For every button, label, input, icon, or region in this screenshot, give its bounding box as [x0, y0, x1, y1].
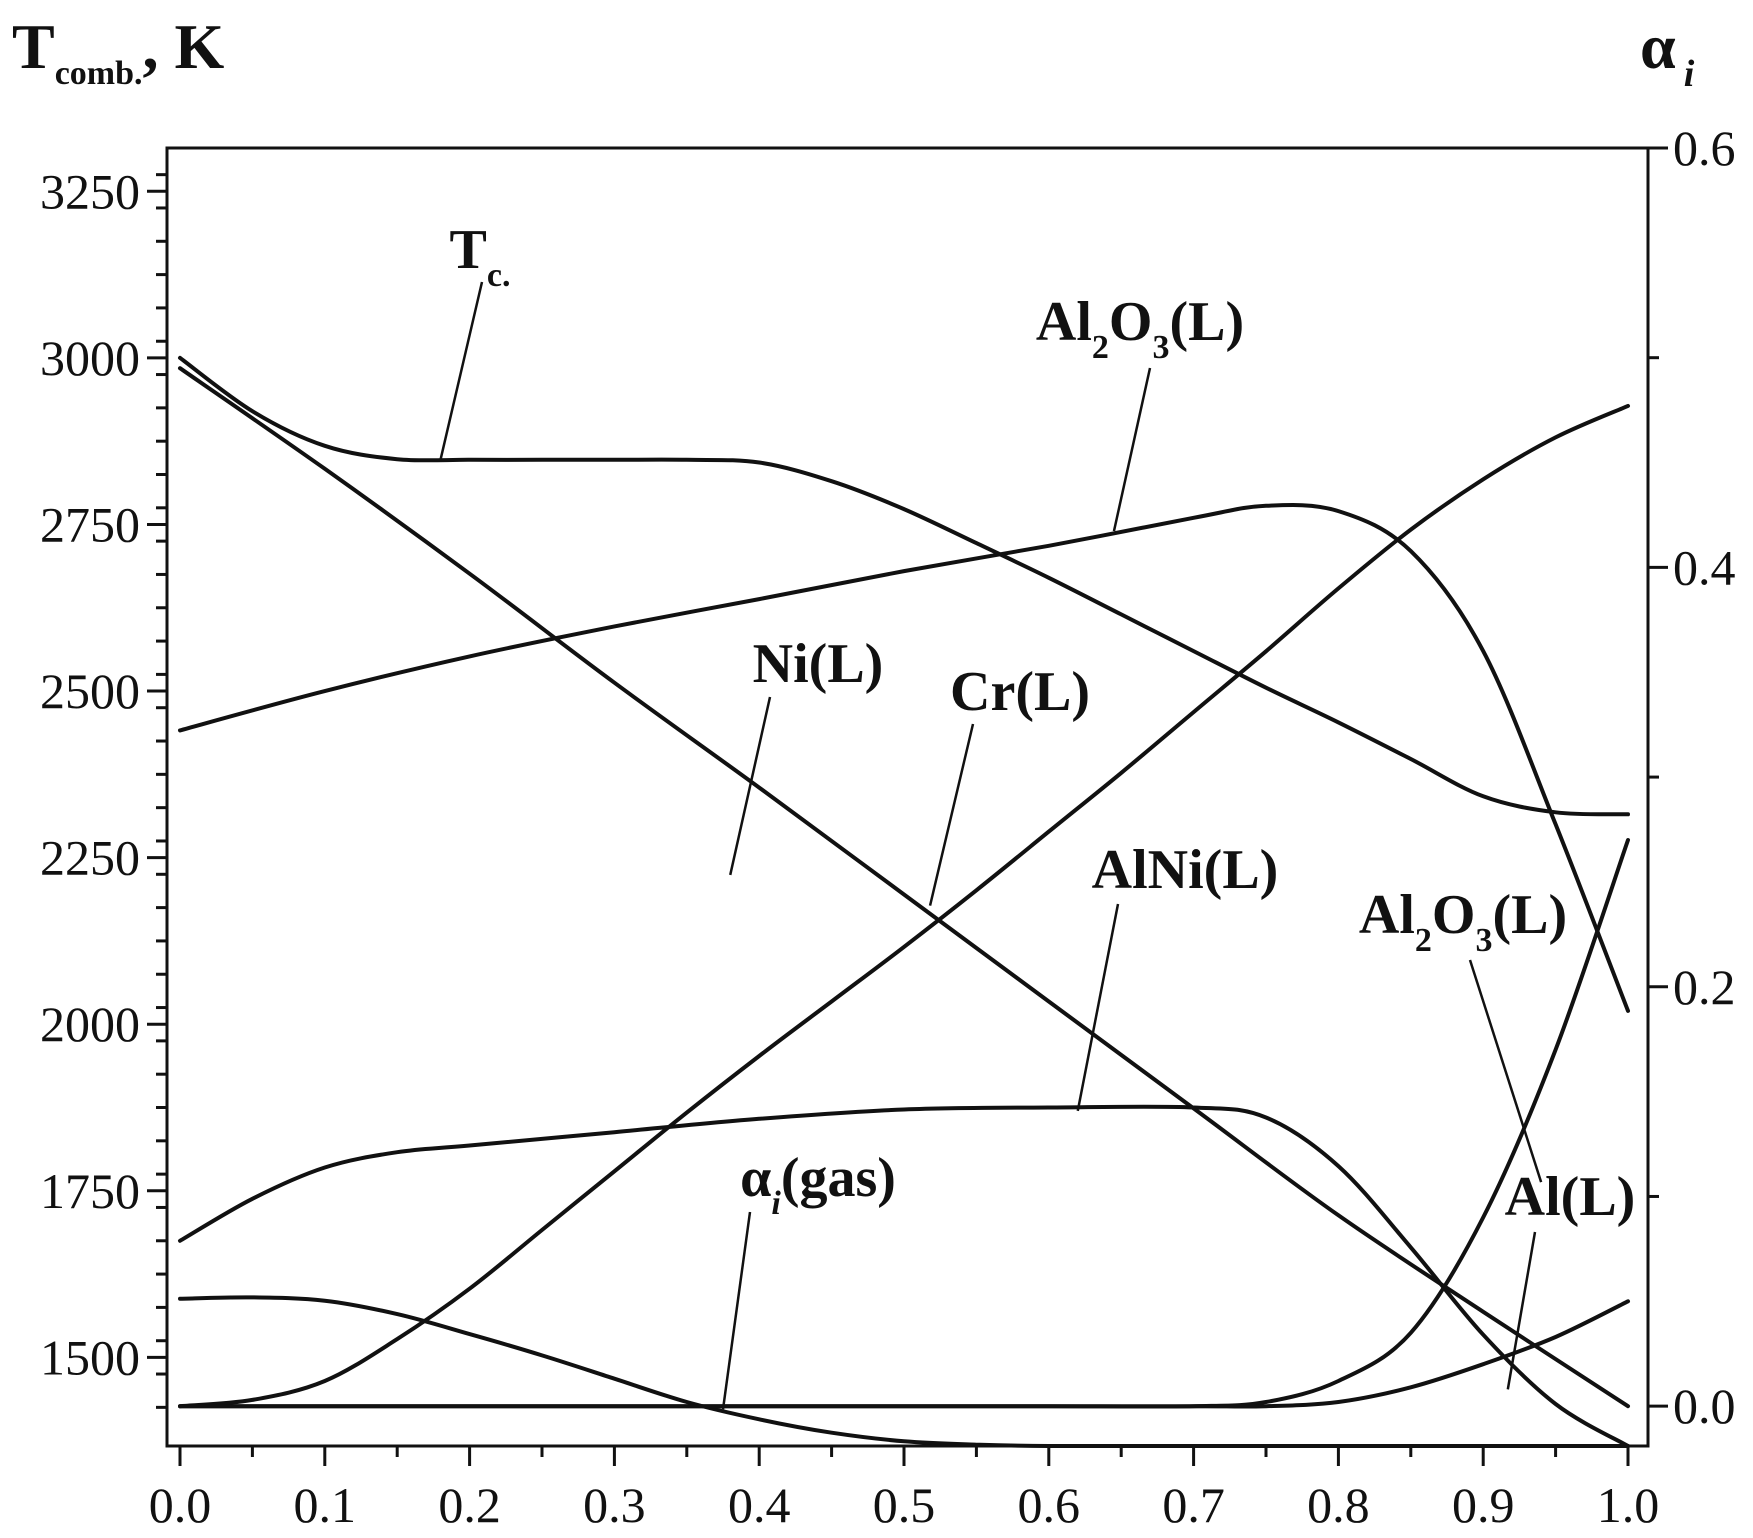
label-al2o3-lower-sub: 2 — [1415, 922, 1432, 959]
series-line--i-gas--5 — [178, 1295, 1630, 1449]
y-left-tick-label-1: 1750 — [40, 1163, 140, 1219]
leader-ni — [729, 696, 772, 876]
leader-al — [1506, 1231, 1537, 1390]
label-tc-main: T — [450, 219, 487, 281]
x-axis: 0.0 0.1 0.2 0.3 0.4 0.5 0.6 0.7 0.8 0.9 1.0 — [149, 1446, 1660, 1533]
x-tick-label-0: 0.0 — [149, 1477, 212, 1533]
label-alni: AlNi(L) — [1092, 839, 1279, 901]
label-gas-tail: (gas) — [781, 1147, 896, 1209]
label-al2o3-lower-sub2: 3 — [1475, 922, 1492, 959]
y-left-tick-label-3: 2250 — [40, 830, 140, 886]
y-axis-left-title: Tcomb., K — [12, 11, 225, 92]
x-tick-label-3: 0.3 — [583, 1477, 646, 1533]
series-line-cr-l--2 — [178, 403, 1630, 1409]
leader-tc — [439, 281, 484, 460]
y-axis-left: 1500 1750 2000 2250 2500 2750 3000 3250 — [40, 163, 167, 1409]
plot-frame — [165, 146, 1650, 1448]
x-tick-label-8: 0.8 — [1307, 1477, 1370, 1533]
y-axis-right-title-main: α — [1640, 11, 1676, 82]
x-tick-label-4: 0.4 — [728, 1477, 791, 1533]
y-left-tick-label-2: 2000 — [40, 996, 140, 1052]
series-lines — [178, 355, 1630, 1449]
leader-al2o3-lower — [1468, 959, 1543, 1183]
y-right-tick-label-0: 0.0 — [1673, 1378, 1736, 1434]
leader-alni — [1076, 903, 1120, 1112]
y-right-tick-label-3: 0.6 — [1673, 120, 1736, 176]
label-al2o3-upper-main2: O — [1109, 291, 1153, 353]
y-right-tick-label-1: 0.2 — [1673, 959, 1736, 1015]
leader-al2o3-upper — [1112, 367, 1152, 532]
y-axis-left-title-main: T — [12, 11, 55, 82]
annotation-labels: Tc.Al2O3(L)Ni(L) Cr(L)AlNi(L)Al2O3(L)Al(L… — [450, 219, 1636, 1228]
label-al2o3-upper-sub: 2 — [1092, 329, 1109, 366]
label-al: Al(L) — [1505, 1166, 1636, 1228]
y-axis-left-title-sub: comb. — [55, 55, 143, 92]
series-line-alni-l--4 — [178, 1104, 1630, 1448]
series-line-tc--0 — [178, 355, 1630, 817]
label-al2o3-lower: Al2O3(L) — [1359, 884, 1567, 959]
x-tick-label-6: 0.6 — [1018, 1477, 1081, 1533]
y-axis-left-title-tail: , K — [143, 11, 225, 82]
label-tc: Tc. — [450, 219, 511, 294]
label-al2o3-lower-main2: O — [1432, 884, 1476, 946]
label-gas-main: α — [740, 1147, 771, 1209]
label-gas-sub: i — [771, 1185, 781, 1222]
label-al2o3-upper-main: Al — [1036, 291, 1092, 353]
leader-cr — [928, 723, 975, 906]
x-tick-label-10: 1.0 — [1597, 1477, 1660, 1533]
y-left-tick-label-6: 3000 — [40, 330, 140, 386]
y-left-tick-label-4: 2500 — [40, 663, 140, 719]
y-axis-right: 0.0 0.2 0.4 0.6 — [1648, 120, 1736, 1434]
y-left-tick-label-0: 1500 — [40, 1329, 140, 1385]
series-line-al2o3-l--3 — [178, 503, 1630, 1013]
x-tick-label-9: 0.9 — [1452, 1477, 1515, 1533]
label-gas: αi(gas) — [740, 1147, 896, 1222]
y-left-tick-label-7: 3250 — [40, 163, 140, 219]
label-ni: Ni(L) — [753, 633, 884, 695]
label-al2o3-lower-tail: (L) — [1492, 884, 1567, 946]
x-tick-label-5: 0.5 — [873, 1477, 936, 1533]
x-tick-label-2: 0.2 — [438, 1477, 501, 1533]
label-al2o3-upper: Al2O3(L) — [1036, 291, 1244, 366]
x-tick-label-7: 0.7 — [1162, 1477, 1225, 1533]
y-right-tick-label-2: 0.4 — [1673, 539, 1736, 595]
label-al2o3-upper-sub2: 3 — [1152, 329, 1169, 366]
y-left-tick-label-5: 2750 — [40, 496, 140, 552]
label-al2o3-lower-main: Al — [1359, 884, 1415, 946]
annotation-leaders — [439, 281, 1543, 1410]
series-line-ni-l--1 — [178, 366, 1630, 1409]
leader-gas — [721, 1211, 752, 1410]
y-axis-right-title-sub: i — [1684, 53, 1695, 95]
label-cr: Cr(L) — [950, 661, 1090, 723]
label-tc-sub: c. — [487, 257, 511, 294]
x-tick-label-1: 0.1 — [294, 1477, 357, 1533]
series-line-al-l--7 — [178, 1299, 1630, 1409]
label-al2o3-upper-tail: (L) — [1169, 291, 1244, 353]
